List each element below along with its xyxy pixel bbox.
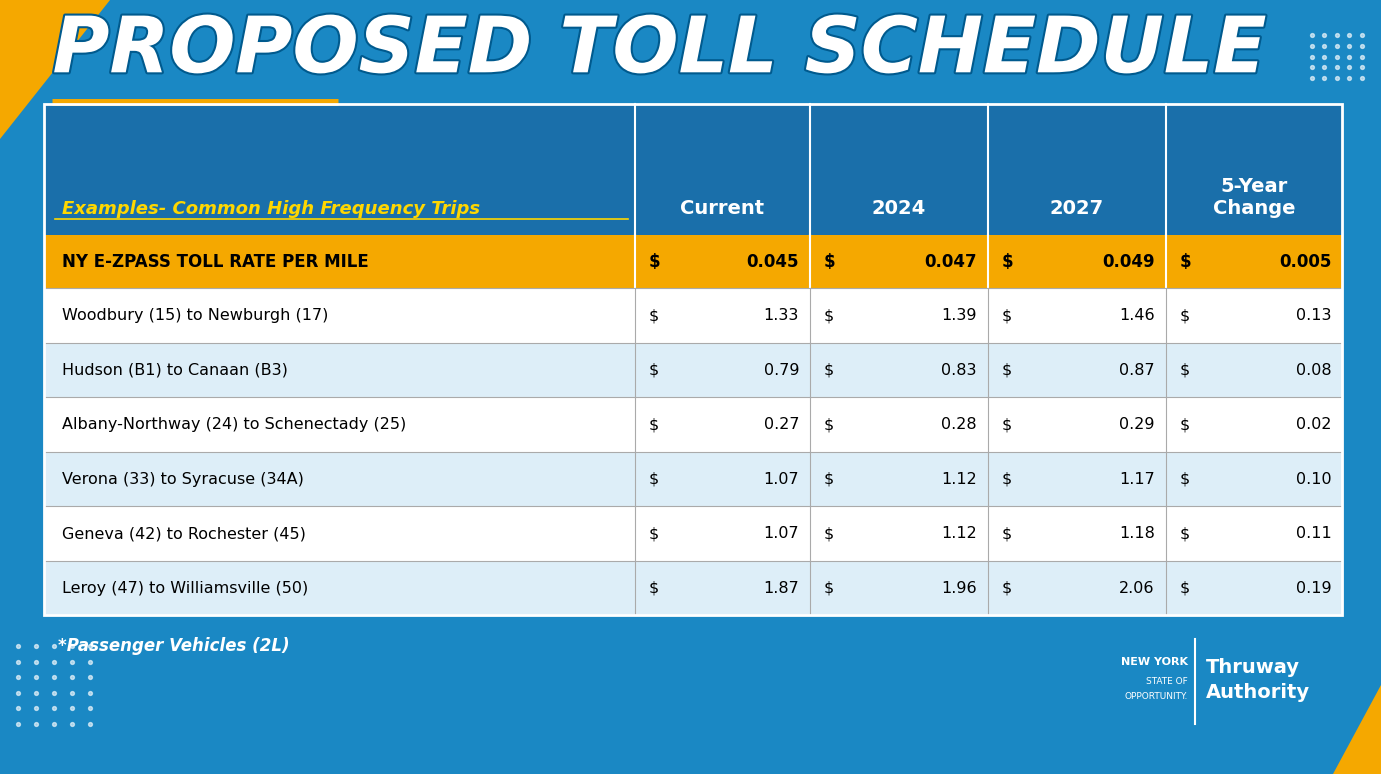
Text: 1.33: 1.33 <box>764 308 800 323</box>
Text: $: $ <box>1179 471 1190 487</box>
Text: 1.39: 1.39 <box>942 308 976 323</box>
Text: PROPOSED TOLL SCHEDULE: PROPOSED TOLL SCHEDULE <box>52 12 1266 88</box>
Text: Authority: Authority <box>1206 683 1309 702</box>
Text: $: $ <box>824 308 834 323</box>
Text: Verona (33) to Syracuse (34A): Verona (33) to Syracuse (34A) <box>62 471 304 487</box>
Text: NEW YORK: NEW YORK <box>1120 657 1188 666</box>
Text: 0.11: 0.11 <box>1295 526 1331 541</box>
Text: 2027: 2027 <box>1050 199 1103 217</box>
Text: 2.06: 2.06 <box>1119 580 1155 595</box>
Text: 0.19: 0.19 <box>1295 580 1331 595</box>
Polygon shape <box>0 0 110 139</box>
Text: Hudson (B1) to Canaan (B3): Hudson (B1) to Canaan (B3) <box>62 363 289 378</box>
Text: 1.12: 1.12 <box>940 471 976 487</box>
Text: 1.46: 1.46 <box>1119 308 1155 323</box>
Text: Thruway: Thruway <box>1206 658 1300 676</box>
Text: 1.07: 1.07 <box>764 471 800 487</box>
Text: 1.87: 1.87 <box>764 580 800 595</box>
Text: $: $ <box>1179 252 1192 271</box>
Text: NY E-ZPASS TOLL RATE PER MILE: NY E-ZPASS TOLL RATE PER MILE <box>62 252 369 271</box>
Text: 0.02: 0.02 <box>1295 417 1331 432</box>
Text: 2024: 2024 <box>871 199 927 217</box>
FancyBboxPatch shape <box>44 506 1342 561</box>
Text: $: $ <box>649 363 659 378</box>
Text: 0.83: 0.83 <box>942 363 976 378</box>
Text: 0.87: 0.87 <box>1119 363 1155 378</box>
FancyBboxPatch shape <box>44 452 1342 506</box>
Text: $: $ <box>1179 308 1190 323</box>
Text: $: $ <box>649 308 659 323</box>
Polygon shape <box>1333 685 1381 774</box>
Text: 0.049: 0.049 <box>1102 252 1155 271</box>
Text: $: $ <box>1179 417 1190 432</box>
Text: $: $ <box>649 526 659 541</box>
Text: 0.08: 0.08 <box>1295 363 1331 378</box>
Text: $: $ <box>824 471 834 487</box>
Text: $: $ <box>1179 526 1190 541</box>
Text: 0.13: 0.13 <box>1295 308 1331 323</box>
FancyBboxPatch shape <box>44 397 1342 452</box>
Text: 1.18: 1.18 <box>1119 526 1155 541</box>
Text: OPPORTUNITY.: OPPORTUNITY. <box>1124 692 1188 701</box>
FancyBboxPatch shape <box>44 561 1342 615</box>
Text: Albany-Northway (24) to Schenectady (25): Albany-Northway (24) to Schenectady (25) <box>62 417 406 432</box>
Text: $: $ <box>649 471 659 487</box>
Text: $: $ <box>824 363 834 378</box>
Text: STATE OF: STATE OF <box>1146 676 1188 686</box>
Text: $: $ <box>1001 417 1012 432</box>
Text: 1.17: 1.17 <box>1119 471 1155 487</box>
Text: $: $ <box>824 580 834 595</box>
Text: 1.07: 1.07 <box>764 526 800 541</box>
Text: 0.29: 0.29 <box>1119 417 1155 432</box>
FancyBboxPatch shape <box>44 104 1342 235</box>
FancyBboxPatch shape <box>44 235 1342 289</box>
Text: $: $ <box>1179 363 1190 378</box>
Text: 0.28: 0.28 <box>942 417 976 432</box>
Text: 0.10: 0.10 <box>1295 471 1331 487</box>
Text: Current: Current <box>681 199 765 217</box>
Text: $: $ <box>824 252 836 271</box>
Text: $: $ <box>1001 471 1012 487</box>
Text: Woodbury (15) to Newburgh (17): Woodbury (15) to Newburgh (17) <box>62 308 329 323</box>
Text: $: $ <box>1001 580 1012 595</box>
FancyBboxPatch shape <box>44 343 1342 397</box>
Text: $: $ <box>824 526 834 541</box>
Text: 1.12: 1.12 <box>940 526 976 541</box>
Text: 1.96: 1.96 <box>942 580 976 595</box>
Text: Leroy (47) to Williamsville (50): Leroy (47) to Williamsville (50) <box>62 580 308 595</box>
Text: Examples- Common High Frequency Trips: Examples- Common High Frequency Trips <box>62 200 481 217</box>
Text: 0.79: 0.79 <box>764 363 800 378</box>
Text: 0.047: 0.047 <box>924 252 976 271</box>
Text: $: $ <box>1001 526 1012 541</box>
Text: $: $ <box>824 417 834 432</box>
Text: $: $ <box>649 580 659 595</box>
Text: 0.045: 0.045 <box>747 252 800 271</box>
Text: *Passenger Vehicles (2L): *Passenger Vehicles (2L) <box>58 637 290 655</box>
Text: $: $ <box>1179 580 1190 595</box>
Text: 5-Year
Change: 5-Year Change <box>1213 176 1295 217</box>
Text: $: $ <box>649 252 660 271</box>
Text: 0.005: 0.005 <box>1279 252 1331 271</box>
Text: Geneva (42) to Rochester (45): Geneva (42) to Rochester (45) <box>62 526 307 541</box>
Text: 0.27: 0.27 <box>764 417 800 432</box>
Text: $: $ <box>649 417 659 432</box>
Text: $: $ <box>1001 252 1014 271</box>
FancyBboxPatch shape <box>44 289 1342 343</box>
Text: $: $ <box>1001 363 1012 378</box>
Text: $: $ <box>1001 308 1012 323</box>
